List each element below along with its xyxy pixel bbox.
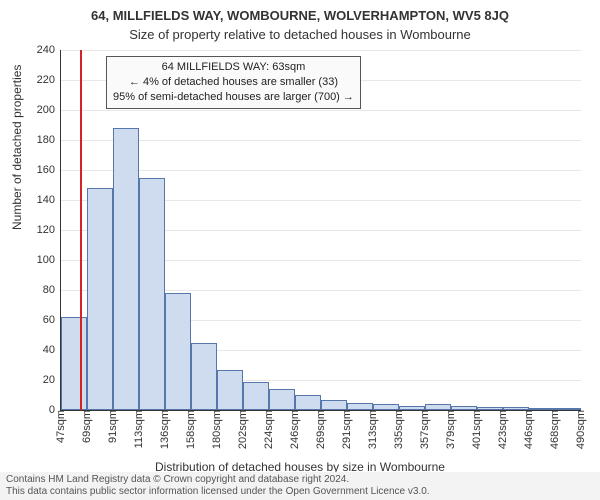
histogram-bar [321, 400, 347, 411]
y-tick-label: 140 [37, 194, 55, 206]
reference-line [80, 50, 82, 410]
y-gridline [61, 110, 581, 111]
y-tick-label: 180 [37, 134, 55, 146]
x-tick-label: 401sqm [471, 410, 483, 449]
histogram-bar [113, 128, 139, 410]
histogram-bar [139, 178, 165, 411]
histogram-bar [243, 382, 269, 411]
y-gridline [61, 140, 581, 141]
x-tick-label: 47sqm [55, 410, 67, 443]
y-gridline [61, 50, 581, 51]
y-tick-label: 200 [37, 104, 55, 116]
histogram-bar [217, 370, 243, 411]
attribution-line-2: This data contains public sector informa… [6, 486, 594, 498]
callout-line-2: ← 4% of detached houses are smaller (33) [113, 75, 354, 90]
x-tick-label: 180sqm [211, 410, 223, 449]
figure: 64, MILLFIELDS WAY, WOMBOURNE, WOLVERHAM… [0, 0, 600, 500]
x-tick-label: 423sqm [497, 410, 509, 449]
x-tick-label: 91sqm [107, 410, 119, 443]
histogram-bar [61, 317, 87, 410]
chart-title-main: 64, MILLFIELDS WAY, WOMBOURNE, WOLVERHAM… [0, 0, 600, 23]
x-tick-label: 446sqm [523, 410, 535, 449]
y-tick-label: 240 [37, 44, 55, 56]
y-tick-label: 120 [37, 224, 55, 236]
y-tick-label: 220 [37, 74, 55, 86]
histogram-bar [191, 343, 217, 411]
callout-box: 64 MILLFIELDS WAY: 63sqm← 4% of detached… [106, 56, 361, 109]
x-tick-label: 490sqm [575, 410, 587, 449]
x-tick-label: 291sqm [341, 410, 353, 449]
x-tick-label: 269sqm [315, 410, 327, 449]
x-tick-label: 158sqm [185, 410, 197, 449]
x-tick-label: 468sqm [549, 410, 561, 449]
x-tick-label: 224sqm [263, 410, 275, 449]
chart-title-sub: Size of property relative to detached ho… [0, 23, 600, 42]
histogram-bar [87, 188, 113, 410]
y-tick-label: 160 [37, 164, 55, 176]
histogram-bar [295, 395, 321, 410]
y-axis-title: Number of detached properties [10, 65, 24, 230]
x-tick-label: 357sqm [419, 410, 431, 449]
y-tick-label: 40 [43, 344, 55, 356]
plot-area: 02040608010012014016018020022024047sqm69… [60, 50, 581, 411]
x-tick-label: 113sqm [133, 410, 145, 448]
y-tick-label: 80 [43, 284, 55, 296]
histogram-bar [269, 389, 295, 410]
chart-area: 02040608010012014016018020022024047sqm69… [60, 50, 580, 410]
x-tick-label: 335sqm [393, 410, 405, 449]
y-tick-label: 100 [37, 254, 55, 266]
callout-line-3: 95% of semi-detached houses are larger (… [113, 90, 354, 105]
x-tick-label: 136sqm [159, 410, 171, 449]
attribution: Contains HM Land Registry data © Crown c… [0, 472, 600, 500]
x-tick-label: 202sqm [237, 410, 249, 449]
histogram-bar [165, 293, 191, 410]
x-tick-label: 246sqm [289, 410, 301, 449]
y-gridline [61, 170, 581, 171]
histogram-bar [347, 403, 373, 411]
callout-line-1: 64 MILLFIELDS WAY: 63sqm [113, 60, 354, 75]
y-tick-label: 20 [43, 374, 55, 386]
x-tick-label: 313sqm [367, 410, 379, 449]
y-tick-label: 60 [43, 314, 55, 326]
x-tick-label: 379sqm [445, 410, 457, 449]
x-tick-label: 69sqm [81, 410, 93, 443]
attribution-line-1: Contains HM Land Registry data © Crown c… [6, 474, 594, 486]
